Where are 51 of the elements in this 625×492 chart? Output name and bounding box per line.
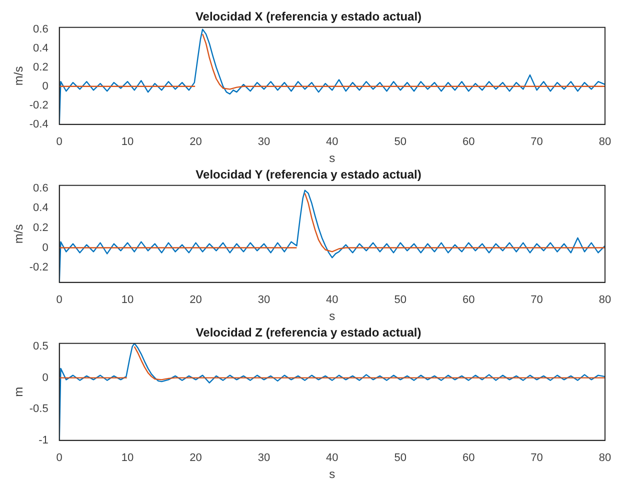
x-tick-label: 20 bbox=[190, 294, 202, 306]
x-tick-label: 40 bbox=[326, 452, 338, 464]
chart-title: Velocidad Y (referencia y estado actual) bbox=[196, 168, 422, 182]
x-tick-label: 60 bbox=[462, 452, 475, 464]
y-tick-label: -0.4 bbox=[29, 118, 48, 130]
x-tick-label: 30 bbox=[258, 452, 270, 464]
y-tick-label: -0.2 bbox=[29, 262, 48, 274]
y-tick-label: 0.4 bbox=[33, 202, 48, 214]
x-tick-label: 0 bbox=[56, 452, 62, 464]
x-tick-label: 20 bbox=[190, 452, 202, 464]
y-tick-label: 0.4 bbox=[33, 42, 48, 54]
y-tick-label: 0.2 bbox=[33, 222, 48, 234]
y-axis-title: m/s bbox=[12, 224, 26, 244]
x-tick-label: 70 bbox=[530, 136, 543, 148]
x-tick-label: 80 bbox=[598, 136, 612, 148]
x-tick-label: 80 bbox=[598, 452, 612, 464]
y-tick-label: 0.6 bbox=[33, 182, 48, 194]
y-tick-label: -1 bbox=[38, 434, 48, 446]
y-tick-label: 0.2 bbox=[33, 61, 48, 74]
x-tick-label: 30 bbox=[258, 136, 270, 148]
y-axis-title: m/s bbox=[12, 66, 26, 86]
x-tick-label: 30 bbox=[258, 294, 270, 306]
x-axis-title: s bbox=[329, 309, 336, 324]
x-tick-label: 40 bbox=[326, 294, 338, 306]
y-tick-label: 0 bbox=[42, 242, 48, 254]
x-axis-title: s bbox=[329, 467, 336, 482]
chart-title: Velocidad X (referencia y estado actual) bbox=[195, 10, 422, 24]
y-tick-label: -0.2 bbox=[29, 99, 48, 112]
y-tick-label: 0 bbox=[42, 80, 48, 92]
y-tick-label: 0 bbox=[42, 372, 48, 384]
x-tick-label: 0 bbox=[56, 294, 62, 306]
y-tick-label: -0.5 bbox=[29, 403, 48, 416]
x-tick-label: 10 bbox=[121, 294, 134, 306]
x-tick-label: 80 bbox=[598, 294, 612, 306]
y-tick-label: 0.5 bbox=[33, 340, 48, 353]
x-tick-label: 10 bbox=[121, 136, 134, 148]
x-tick-label: 10 bbox=[121, 452, 134, 464]
x-tick-label: 70 bbox=[530, 294, 543, 306]
x-axis-title: s bbox=[329, 151, 336, 166]
y-axis-title: m bbox=[12, 386, 26, 397]
x-tick-label: 20 bbox=[190, 136, 202, 148]
x-tick-label: 50 bbox=[394, 136, 407, 148]
x-tick-label: 0 bbox=[56, 136, 62, 148]
x-tick-label: 60 bbox=[462, 136, 475, 148]
x-tick-label: 50 bbox=[394, 452, 407, 464]
x-tick-label: 50 bbox=[394, 294, 407, 306]
x-tick-label: 40 bbox=[326, 136, 338, 148]
chart-title: Velocidad Z (referencia y estado actual) bbox=[196, 326, 422, 340]
x-tick-label: 60 bbox=[462, 294, 475, 306]
y-tick-label: 0.6 bbox=[33, 23, 48, 36]
x-tick-label: 70 bbox=[530, 452, 543, 464]
